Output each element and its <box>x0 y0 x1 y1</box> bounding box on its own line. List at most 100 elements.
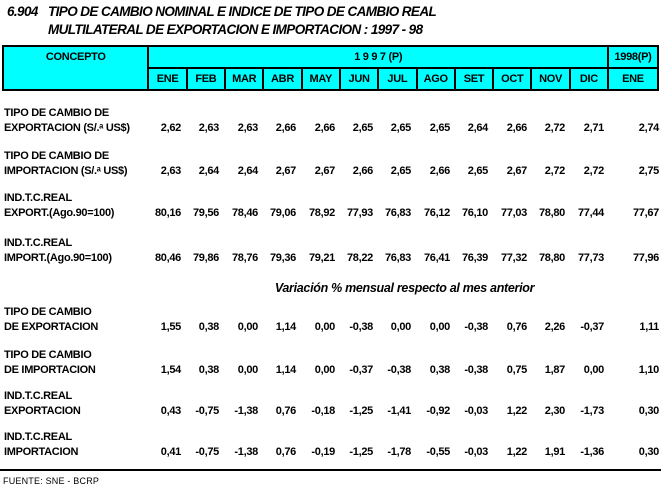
cell-value: 2,66 <box>506 122 528 134</box>
cell-value: 2,65 <box>467 165 489 177</box>
cell-value: 1,22 <box>506 446 528 458</box>
cell-value: -0,38 <box>464 364 488 376</box>
cell-value: 79,56 <box>192 207 219 219</box>
cell-value: -0,55 <box>426 446 450 458</box>
cell-value: 79,36 <box>269 252 296 264</box>
cell-value: 2,67 <box>314 165 336 177</box>
table-row: IND.T.C.REAL EXPORT.(Ago.90=100) 80,16 79,5… <box>0 191 661 223</box>
header-month: FEB <box>185 67 227 91</box>
row-label: EXPORT.(Ago.90=100) <box>4 207 115 219</box>
cell-value: 2,65 <box>390 165 412 177</box>
cell-value: -0,38 <box>464 321 488 333</box>
source-footer: FUENTE: SNE - BCRP <box>3 476 100 486</box>
cell-value: 2,65 <box>390 122 412 134</box>
row-label: EXPORTACION (S/.ᵃ US$) <box>4 122 130 134</box>
cell-value: 0,75 <box>506 364 528 376</box>
cell-value: -0,37 <box>580 321 604 333</box>
cell-value: 78,46 <box>231 207 258 219</box>
cell-value: 0,00 <box>390 321 412 333</box>
cell-value: 2,66 <box>352 165 374 177</box>
cell-value: 77,32 <box>500 252 527 264</box>
cell-value: 0,30 <box>638 446 660 458</box>
cell-value: 80,16 <box>154 207 181 219</box>
header-month: SET <box>453 67 495 91</box>
table-title-line2: MULTILATERAL DE EXPORTACION E IMPORTACIO… <box>48 22 423 37</box>
row-label: IMPORTACION (S/.ᵃ US$) <box>4 165 128 177</box>
cell-value: 76,83 <box>384 252 411 264</box>
cell-value: 0,30 <box>638 405 660 417</box>
cell-value: -1,78 <box>387 446 411 458</box>
cell-value: -0,37 <box>349 364 373 376</box>
row-label: EXPORTACION <box>4 405 81 417</box>
header-month: MAR <box>224 67 265 91</box>
cell-value: -1,38 <box>234 446 258 458</box>
cell-value: 0,43 <box>160 405 182 417</box>
cell-value: 76,83 <box>384 207 411 219</box>
cell-value: 0,00 <box>237 321 259 333</box>
cell-value: -0,38 <box>387 364 411 376</box>
row-label: DE IMPORTACION <box>4 364 96 376</box>
row-label: TIPO DE CAMBIO <box>4 306 92 318</box>
header-year-1998: 1998(P) <box>606 45 660 69</box>
header-month: ENE <box>606 67 660 91</box>
cell-value: 2,64 <box>467 122 489 134</box>
cell-value: -0,75 <box>195 446 219 458</box>
table-title-line1: TIPO DE CAMBIO NOMINAL E INDICE DE TIPO … <box>48 4 437 19</box>
cell-value: 76,39 <box>461 252 488 264</box>
cell-value: 2,75 <box>638 165 660 177</box>
table-header: CONCEPTO 1 9 9 7 (P) 1998(P) ENE FEB MAR AB… <box>1 45 660 91</box>
cell-value: 76,12 <box>423 207 450 219</box>
cell-value: 2,72 <box>583 165 605 177</box>
cell-value: 0,38 <box>198 364 220 376</box>
cell-value: 2,72 <box>544 122 566 134</box>
header-month: MAY <box>300 67 341 91</box>
cell-value: 77,44 <box>577 207 604 219</box>
row-label: DE EXPORTACION <box>4 321 98 333</box>
cell-value: 2,72 <box>544 165 566 177</box>
table-row: IND.T.C.REAL EXPORTACION 0,43 -0,75 -1,38 0,7… <box>0 389 661 421</box>
cell-value: 2,63 <box>198 122 220 134</box>
cell-value: 1,54 <box>160 364 182 376</box>
header-month: AGO <box>415 67 456 91</box>
cell-value: 76,10 <box>461 207 488 219</box>
cell-value: 79,06 <box>269 207 296 219</box>
cell-value: 1,14 <box>275 364 297 376</box>
cell-value: -0,03 <box>464 405 488 417</box>
cell-value: 78,76 <box>231 252 258 264</box>
cell-value: 78,22 <box>346 252 373 264</box>
row-label: TIPO DE CAMBIO <box>4 349 92 361</box>
table-number: 6.904 <box>7 4 38 19</box>
row-label: IMPORTACION <box>4 446 79 458</box>
cell-value: 78,92 <box>308 207 335 219</box>
row-label: TIPO DE CAMBIO DE <box>4 107 109 119</box>
cell-value: -1,41 <box>387 405 411 417</box>
cell-value: -0,38 <box>349 321 373 333</box>
cell-value: 76,41 <box>423 252 450 264</box>
row-label: IND.T.C.REAL <box>4 431 72 443</box>
cell-value: -1,38 <box>234 405 258 417</box>
cell-value: 1,14 <box>275 321 297 333</box>
cell-value: 2,30 <box>544 405 566 417</box>
cell-value: 1,87 <box>544 364 566 376</box>
cell-value: 0,00 <box>429 321 451 333</box>
table-row: IND.T.C.REAL IMPORTACION 0,41 -0,75 -1,38 0,7… <box>0 430 661 462</box>
header-month: DIC <box>568 67 609 91</box>
variation-section-title: Variación % mensual respecto al mes ante… <box>274 281 535 295</box>
cell-value: 0,41 <box>160 446 182 458</box>
cell-value: 2,64 <box>198 165 220 177</box>
cell-value: -1,25 <box>349 405 373 417</box>
cell-value: 1,55 <box>160 321 182 333</box>
cell-value: 2,66 <box>275 122 297 134</box>
cell-value: 2,66 <box>314 122 336 134</box>
cell-value: -1,73 <box>580 405 604 417</box>
cell-value: -0,03 <box>464 446 488 458</box>
cell-value: 2,67 <box>275 165 297 177</box>
cell-value: 1,11 <box>639 321 659 333</box>
cell-value: 77,67 <box>632 207 659 219</box>
cell-value: 0,76 <box>275 446 297 458</box>
cell-value: -0,18 <box>311 405 335 417</box>
cell-value: 77,96 <box>632 252 659 264</box>
table-row: IND.T.C.REAL IMPORT.(Ago.90=100) 80,46 79,8… <box>0 236 661 268</box>
cell-value: 0,00 <box>237 364 259 376</box>
cell-value: 0,38 <box>429 364 451 376</box>
